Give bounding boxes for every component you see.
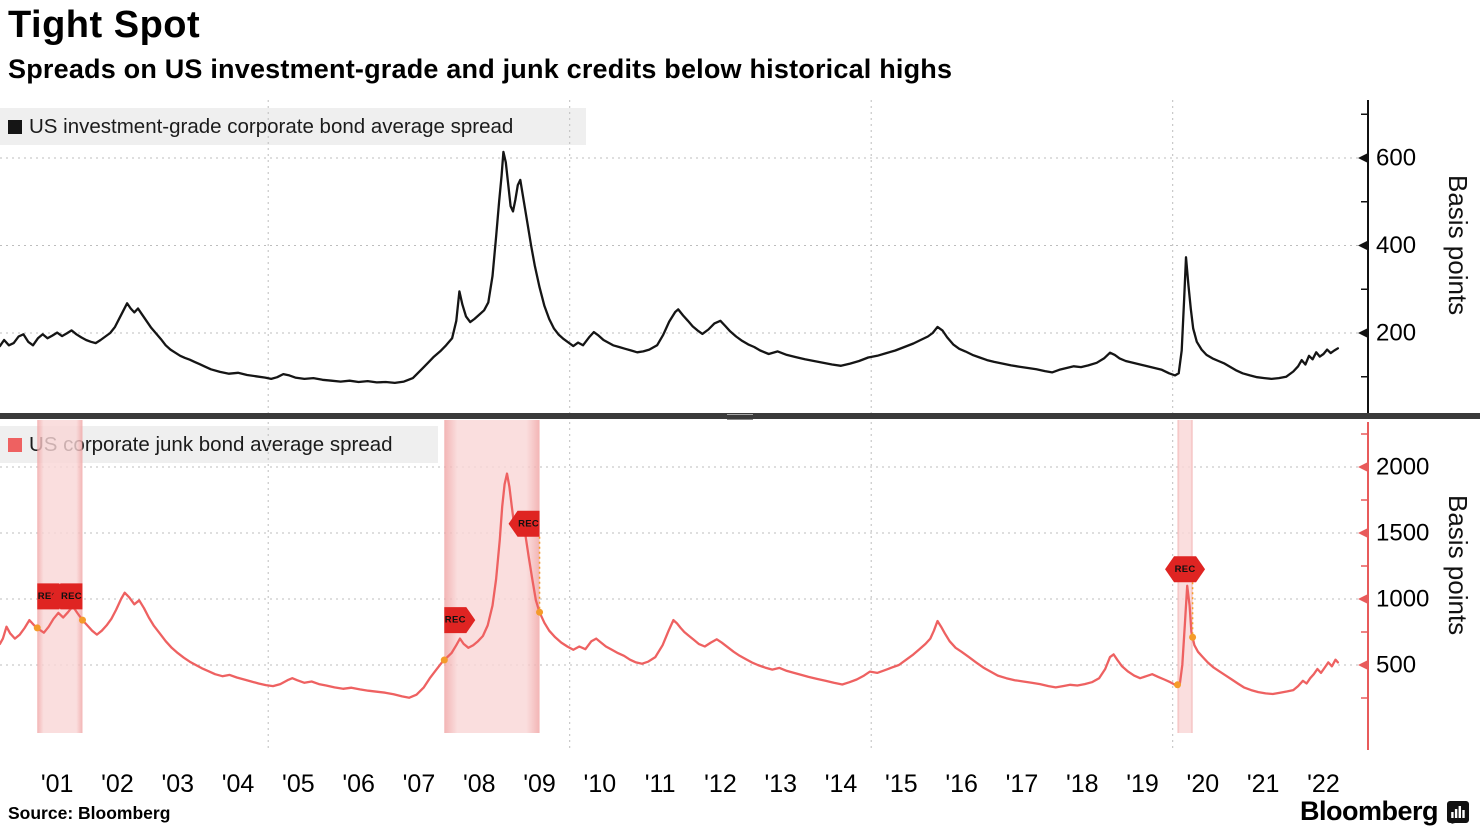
y-tick-label: 600: [1376, 145, 1416, 172]
x-tick-label: '22: [1307, 770, 1340, 798]
recession-band: [37, 420, 83, 733]
page-subtitle: Spreads on US investment-grade and junk …: [8, 54, 953, 84]
x-tick-label: '07: [403, 770, 436, 798]
rec-badge-label: REC: [518, 518, 539, 529]
x-tick-label: '10: [584, 770, 617, 798]
x-tick-label: '19: [1126, 770, 1159, 798]
x-tick-label: '11: [645, 770, 676, 798]
x-tick-label: '06: [342, 770, 375, 798]
rec-badge: [508, 510, 540, 537]
x-tick-label: '02: [101, 770, 134, 798]
y-tick-label: 400: [1376, 232, 1416, 259]
y-tick-label: 1500: [1376, 520, 1429, 547]
junk-legend-swatch-icon: [8, 437, 22, 452]
rec-badge-label: REC: [38, 591, 59, 602]
ig-series-line: [0, 150, 1340, 385]
band-edge-marker: [1189, 633, 1197, 641]
major-tick-arrow: [1358, 240, 1368, 251]
x-tick-label: '08: [463, 770, 496, 798]
major-tick-arrow: [1358, 328, 1368, 338]
junk-yaxis-title: Basis points: [1443, 495, 1473, 636]
y-tick-label: 2000: [1376, 454, 1429, 481]
x-tick-label: '18: [1066, 770, 1099, 798]
y-tick-label: 1000: [1376, 586, 1429, 613]
major-tick-arrow: [1358, 528, 1368, 538]
bloomberg-wordmark: Bloomberg: [1299, 796, 1439, 826]
x-tick-label: '16: [945, 770, 978, 798]
y-tick-label: 200: [1376, 320, 1416, 347]
band-edge-marker: [78, 616, 86, 624]
major-tick-arrow: [1358, 594, 1368, 604]
rec-badge-label: REC: [61, 591, 82, 602]
x-tick-label: '13: [764, 770, 797, 798]
bloomberg-logo: Bloomberg: [1300, 796, 1470, 827]
band-edge-marker: [1174, 681, 1182, 689]
major-tick-arrow: [1358, 660, 1368, 670]
rec-badge-label: REC: [1175, 564, 1196, 575]
x-tick-label: '14: [825, 770, 858, 798]
x-tick-label: '17: [1006, 770, 1039, 798]
source-note: Source: Bloomberg: [8, 803, 171, 823]
panel-divider: [0, 413, 1480, 420]
divider-drag-handle-icon[interactable]: [727, 414, 753, 420]
ig-legend-label: US investment-grade corporate bond avera…: [29, 114, 514, 138]
junk-legend-label: US corporate junk bond average spread: [29, 432, 393, 456]
x-tick-label: '12: [704, 770, 737, 798]
page-title: Tight Spot: [8, 4, 201, 46]
band-edge-marker: [440, 656, 448, 664]
x-tick-label: '15: [885, 770, 918, 798]
legend-investment-grade: US investment-grade corporate bond avera…: [0, 108, 586, 145]
recession-band: [444, 420, 540, 733]
x-tick-label: '20: [1187, 770, 1220, 798]
x-tick-label: '03: [161, 770, 194, 798]
x-tick-label: '21: [1247, 770, 1280, 798]
x-tick-label: '09: [523, 770, 556, 798]
junk-series-line: [0, 472, 1340, 699]
ig-legend-swatch-icon: [8, 119, 22, 134]
y-tick-label: 500: [1376, 652, 1416, 679]
ig-yaxis-title: Basis points: [1443, 175, 1473, 316]
major-tick-arrow: [1358, 153, 1368, 163]
rec-badge: [51, 583, 83, 610]
x-tick-label: '05: [282, 770, 315, 798]
bloomberg-chart-badge-icon: [1447, 800, 1469, 824]
major-tick-arrow: [1358, 462, 1368, 472]
band-edge-marker: [33, 624, 41, 632]
rec-badge: [1165, 556, 1206, 583]
x-tick-label: '01: [41, 770, 74, 798]
rec-badge: [444, 607, 476, 634]
x-tick-label: '04: [222, 770, 255, 798]
rec-badge-label: REC: [445, 615, 466, 626]
